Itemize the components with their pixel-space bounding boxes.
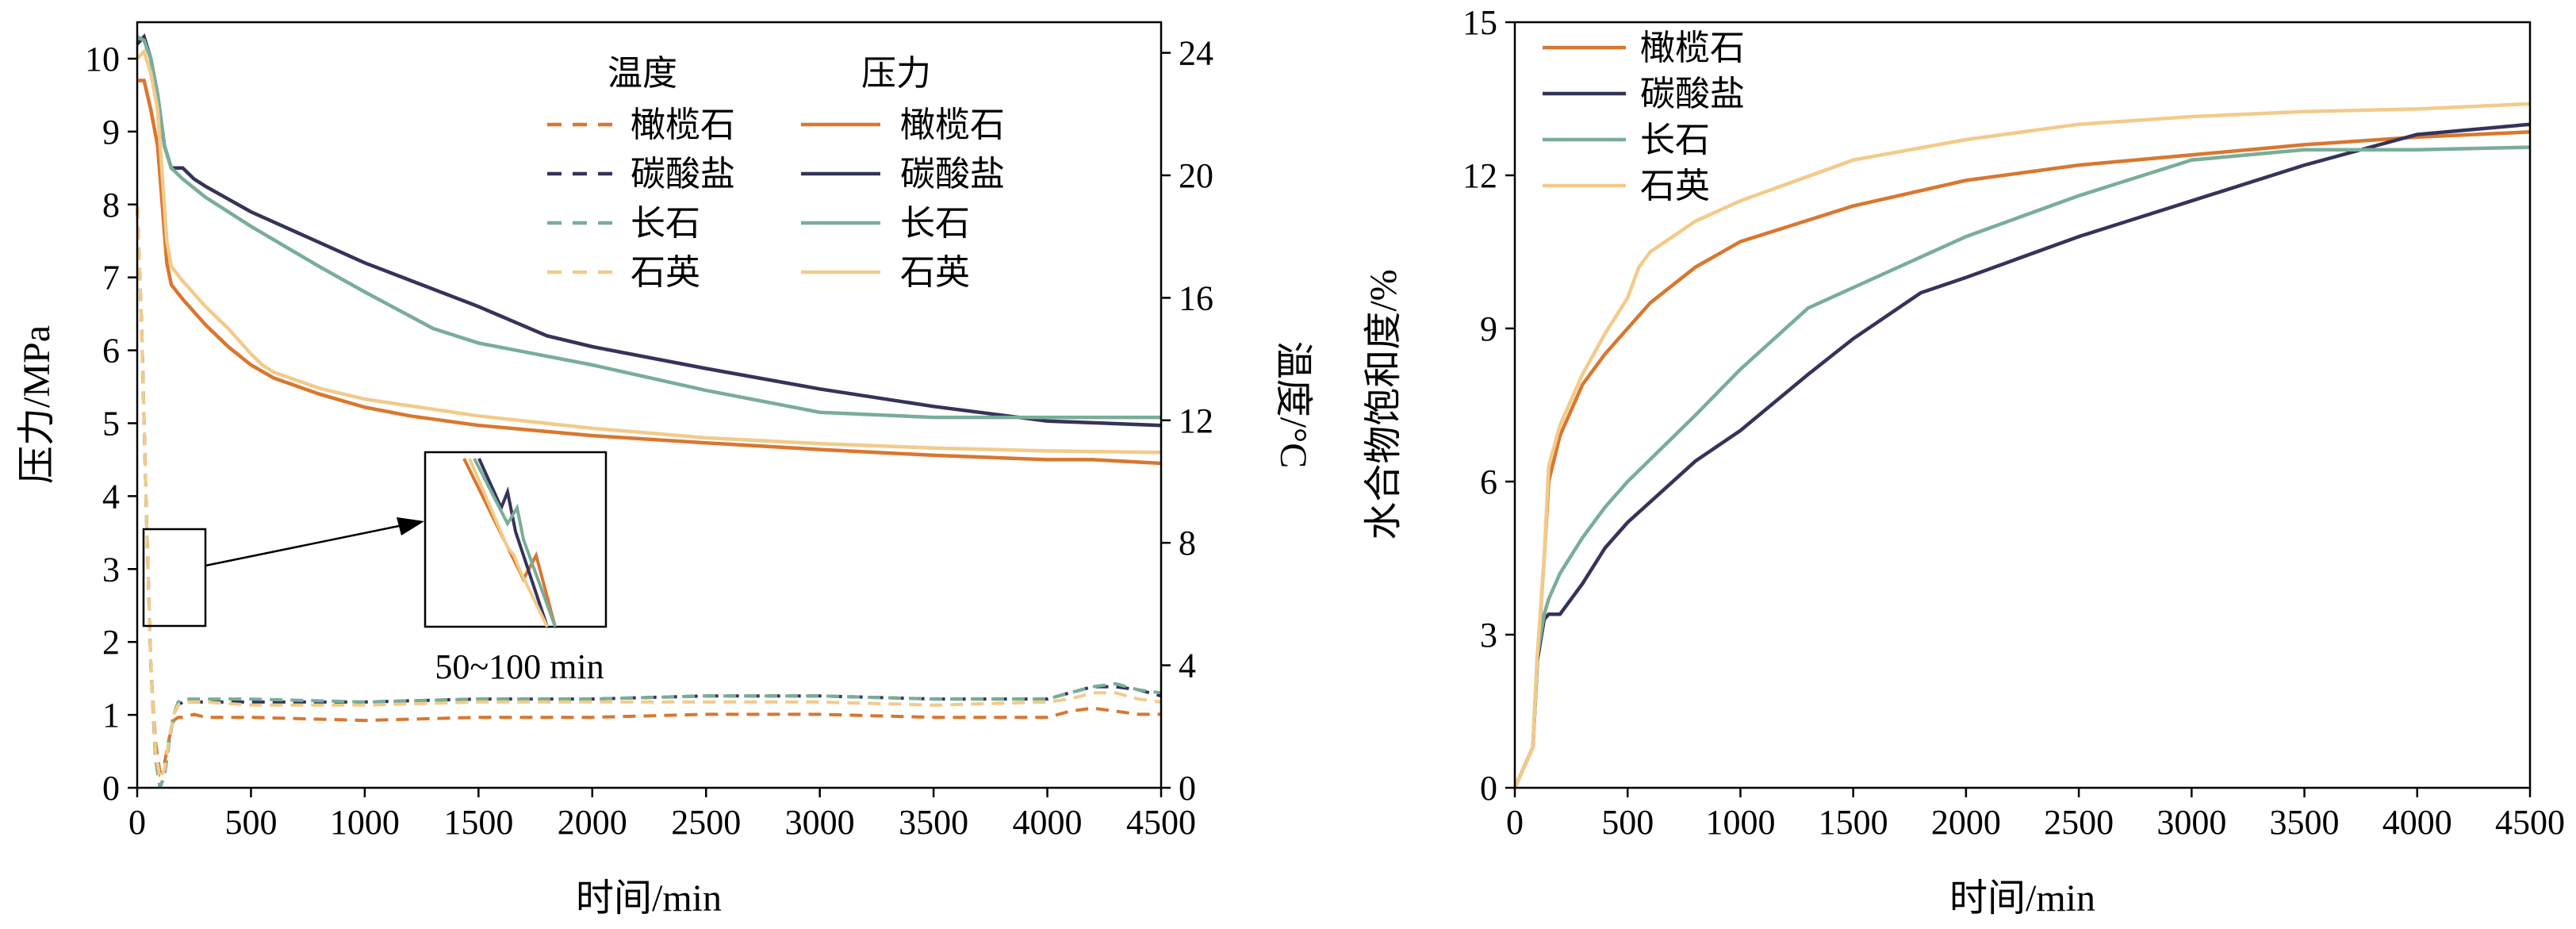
right-x-tick-label: 1500 <box>1819 803 1888 842</box>
left-x-tick-label: 1500 <box>443 803 513 842</box>
right-legend: 橄榄石 碳酸盐 长石 石英 <box>1543 29 1745 205</box>
right-plot-lines <box>1512 102 2531 789</box>
right-legend-carbonate: 碳酸盐 <box>1640 75 1745 113</box>
legend-temp-header: 温度 <box>608 54 677 93</box>
chart-hydrate-saturation: 0 500 1000 1500 2000 2500 3000 3500 4000 4500 0 3 6 9… <box>1363 3 2565 919</box>
saturation-series-carbonate <box>1512 122 2531 789</box>
left-x-tick-label: 1000 <box>330 803 400 842</box>
left-y2-tick-label: 12 <box>1179 401 1213 440</box>
right-y-tick-label: 6 <box>1480 463 1497 501</box>
legend-temp-carbonate: 碳酸盐 <box>631 155 735 194</box>
inset-frame <box>424 451 608 628</box>
left-y-tick-label: 10 <box>85 40 120 79</box>
legend-pressure-carbonate: 碳酸盐 <box>900 155 1005 194</box>
zoom-arrow-line <box>205 524 400 567</box>
left-y-tick-label: 6 <box>102 332 120 370</box>
left-y2-tick-label: 24 <box>1179 34 1213 73</box>
right-x-tick-label: 500 <box>1601 803 1654 842</box>
temperature-series-carbonate <box>136 205 1162 789</box>
left-y2-tick-label: 20 <box>1179 156 1213 195</box>
left-y-axis-label: 压力/MPa <box>16 325 58 484</box>
zoom-region-box <box>142 528 207 628</box>
inset-lines <box>462 458 557 628</box>
left-x-tick-label: 2000 <box>558 803 627 842</box>
right-y-tick-label: 15 <box>1462 3 1497 42</box>
inset-series-quartz <box>468 458 549 628</box>
right-y-tick-label: 9 <box>1480 309 1497 348</box>
left-y-tick-label: 4 <box>102 477 120 516</box>
right-legend-olivine: 橄榄石 <box>1640 29 1745 67</box>
chart-pressure-temperature: 0 500 1000 1500 2000 2500 3000 3500 4000 45000123… <box>16 21 1314 919</box>
left-y2-tick-label: 8 <box>1179 524 1196 562</box>
legend-pressure-olivine: 橄榄石 <box>900 106 1005 144</box>
left-y-tick-label: 3 <box>102 550 120 589</box>
right-y-axis-label: 水合物饱和度/% <box>1363 269 1405 539</box>
right-y-tick-label: 0 <box>1480 769 1497 808</box>
right-y-tick-label: 12 <box>1462 156 1497 195</box>
right-x-axis-label: 时间/min <box>1949 877 2095 919</box>
right-x-tick-label: 0 <box>1506 803 1524 842</box>
right-x-tick-label: 1000 <box>1705 803 1775 842</box>
left-y2-tick-label: 0 <box>1179 769 1196 808</box>
left-legend: 温度 压力 橄榄石 碳酸盐 长石 石英 橄榄石 碳酸盐 长石 石英 <box>547 54 1005 292</box>
pressure-series-olivine <box>137 79 1162 466</box>
left-x-tick-label: 2500 <box>671 803 741 842</box>
left-y-tick-label: 5 <box>102 404 120 443</box>
right-y-tick-label: 3 <box>1480 616 1497 655</box>
left-y2-tick-label: 16 <box>1179 278 1213 317</box>
right-x-tick-label: 2000 <box>1931 803 2001 842</box>
legend-pressure-quartz: 石英 <box>900 253 970 292</box>
pressure-series-quartz <box>136 48 1162 455</box>
right-x-tick-label: 3500 <box>2270 803 2340 842</box>
right-legend-quartz: 石英 <box>1640 167 1710 205</box>
right-x-tick-label: 3000 <box>2156 803 2226 842</box>
right-legend-feldspar: 长石 <box>1640 121 1710 159</box>
inset-series-feldspar <box>473 458 557 628</box>
legend-swatches <box>547 122 880 274</box>
left-y-tick-label: 1 <box>102 696 120 735</box>
saturation-series-feldspar <box>1512 145 2531 789</box>
zoom-arrow-head <box>397 517 424 536</box>
left-x-tick-label: 4500 <box>1126 803 1196 842</box>
left-y2-axis-label: 温度/°C <box>1272 341 1314 469</box>
legend-temp-quartz: 石英 <box>631 253 700 292</box>
left-x-axis-label: 时间/min <box>576 877 722 919</box>
left-y-tick-label: 8 <box>102 186 120 225</box>
left-y-tick-label: 9 <box>102 113 120 152</box>
inset-zoom <box>424 451 608 628</box>
left-y-tick-label: 0 <box>102 769 120 808</box>
right-plot-frame <box>1513 21 2532 789</box>
legend-pressure-feldspar: 长石 <box>900 204 970 243</box>
right-legend-swatches <box>1543 45 1626 188</box>
saturation-series-quartz <box>1512 102 2531 789</box>
left-y2-tick-label: 4 <box>1179 647 1196 685</box>
left-plot-frame <box>136 21 1163 789</box>
left-x-tick-label: 0 <box>128 803 146 842</box>
left-x-tick-label: 3000 <box>785 803 855 842</box>
right-x-tick-label: 4000 <box>2382 803 2452 842</box>
legend-temp-olivine: 橄榄石 <box>631 106 735 144</box>
left-y-tick-label: 2 <box>102 623 120 662</box>
left-plot-lines <box>136 33 1162 789</box>
left-x-tick-label: 500 <box>224 803 277 842</box>
right-x-tick-label: 2500 <box>2044 803 2114 842</box>
saturation-series-olivine <box>1512 130 2531 789</box>
left-x-tick-label: 3500 <box>899 803 968 842</box>
pressure-series-feldspar <box>136 35 1161 420</box>
left-tick-marks: 0 500 1000 1500 2000 2500 3000 3500 4000 45000123… <box>85 34 1213 842</box>
left-y-tick-label: 7 <box>102 259 120 298</box>
inset-label: 50~100 min <box>435 647 604 686</box>
right-x-tick-label: 4500 <box>2495 803 2565 842</box>
inset-series-carbonate <box>477 458 549 628</box>
right-tick-marks: 0 500 1000 1500 2000 2500 3000 3500 4000 4500 0 3 6 9… <box>1462 3 2565 842</box>
legend-pressure-header: 压力 <box>861 54 931 93</box>
legend-temp-feldspar: 长石 <box>631 204 700 243</box>
left-x-tick-label: 4000 <box>1013 803 1083 842</box>
